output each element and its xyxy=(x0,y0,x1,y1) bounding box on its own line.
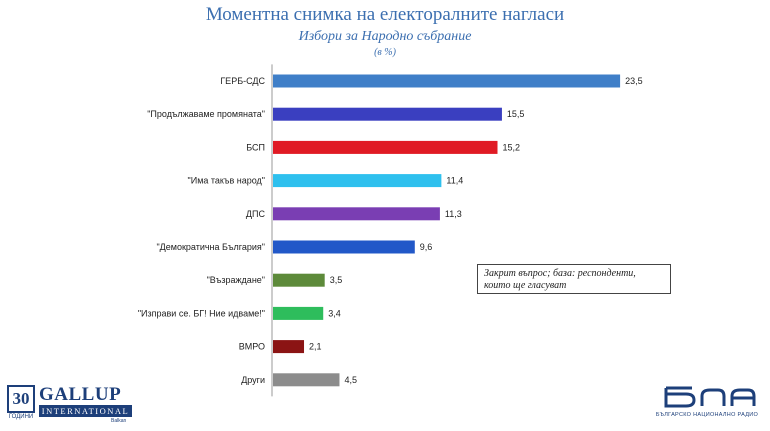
category-label: "Демократична България" xyxy=(156,242,265,252)
value-label: 3,4 xyxy=(328,308,341,318)
category-label: Други xyxy=(241,375,265,385)
value-label: 11,3 xyxy=(445,209,462,219)
gallup-logo: 30 ГОДИНИ GALLUP INTERNATIONAL Balkan xyxy=(7,384,137,425)
value-label: 4,5 xyxy=(344,375,357,385)
category-label: "Продължаваме промяната" xyxy=(147,109,265,119)
gallup-international: INTERNATIONAL xyxy=(39,405,132,417)
value-label: 23,5 xyxy=(625,76,643,86)
bar xyxy=(273,240,415,254)
value-label: 11,4 xyxy=(446,176,463,186)
bar xyxy=(273,140,498,154)
category-label: БСП xyxy=(246,142,265,152)
value-label: 15,5 xyxy=(507,109,525,119)
bar xyxy=(273,273,325,287)
category-label: "Има такъв народ" xyxy=(188,176,265,186)
category-label: "Възраждане" xyxy=(207,275,265,285)
chart-unit: (в %) xyxy=(374,47,396,58)
bar xyxy=(273,74,621,88)
bnr-mark-icon xyxy=(664,386,756,408)
category-label: ДПС xyxy=(246,209,266,219)
category-label: "Изправи се. БГ! Ние идваме!" xyxy=(138,308,265,318)
bar xyxy=(273,107,502,121)
bar xyxy=(273,306,324,320)
gallup-city: Balkan xyxy=(111,418,127,424)
bar xyxy=(273,340,305,354)
methodology-note: Закрит въпрос; база: респонденти, които … xyxy=(477,264,671,294)
gallup-anniversary-number: 30 xyxy=(7,385,35,413)
chart-title: Моментна снимка на електоралните нагласи xyxy=(205,4,565,25)
bar xyxy=(273,373,340,387)
bnr-logo: БЪЛГАРСКО НАЦИОНАЛНО РАДИО xyxy=(652,384,762,424)
value-label: 3,5 xyxy=(330,275,343,285)
gallup-name: GALLUP xyxy=(39,384,122,405)
bnr-tagline: БЪЛГАРСКО НАЦИОНАЛНО РАДИО xyxy=(655,412,759,418)
value-label: 15,2 xyxy=(503,142,521,152)
category-label: ВМРО xyxy=(239,342,265,352)
bar xyxy=(273,174,442,188)
chart-subtitle: Избори за Народно събрание xyxy=(298,29,472,44)
gallup-years-label: ГОДИНИ xyxy=(8,414,34,420)
category-label: ГЕРБ-СДС xyxy=(220,76,265,86)
bar xyxy=(273,207,440,221)
value-label: 9,6 xyxy=(420,242,433,252)
value-label: 2,1 xyxy=(309,342,322,352)
